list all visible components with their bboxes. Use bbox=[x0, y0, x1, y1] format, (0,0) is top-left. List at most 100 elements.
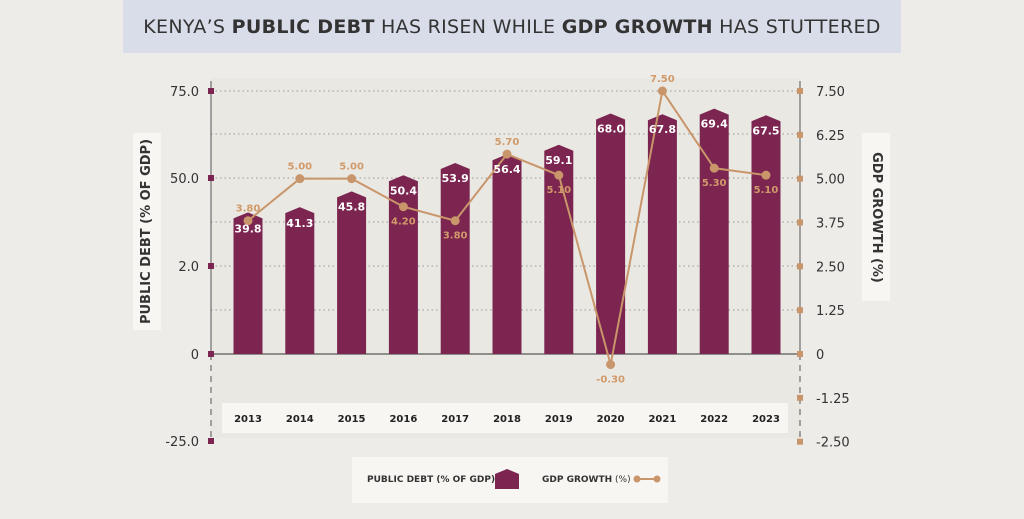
debt-bar bbox=[388, 175, 418, 354]
legend: PUBLIC DEBT (% OF GDP) GDP GROWTH (%) bbox=[352, 457, 668, 503]
debt-bar-label: 50.4 bbox=[390, 184, 417, 197]
gdp-growth-point bbox=[502, 149, 512, 159]
right-tick-marker bbox=[797, 307, 803, 314]
legend-growth-name: GDP GROWTH bbox=[542, 475, 613, 485]
gdp-growth-label: 3.80 bbox=[236, 204, 261, 215]
gdp-growth-label: 5.30 bbox=[702, 178, 727, 189]
gdp-growth-label: 7.50 bbox=[650, 74, 675, 85]
right-tick-marker bbox=[797, 131, 803, 138]
legend-growth-unit: (%) bbox=[612, 475, 631, 485]
left-tick-label: 75.0 bbox=[170, 85, 199, 100]
debt-bar-label: 67.5 bbox=[752, 124, 779, 137]
left-tick-marker bbox=[208, 351, 214, 357]
gdp-growth-label: 5.10 bbox=[754, 185, 779, 196]
x-tick-label: 2014 bbox=[286, 414, 314, 425]
right-tick-label: 7.50 bbox=[816, 85, 845, 100]
x-tick-label: 2022 bbox=[700, 414, 728, 425]
title-part: KENYA’S bbox=[143, 15, 232, 38]
title-part: HAS STUTTERED bbox=[712, 15, 881, 38]
gdp-growth-point bbox=[554, 170, 564, 180]
right-tick-marker bbox=[797, 351, 803, 357]
legend-label-debt: PUBLIC DEBT (% OF GDP) bbox=[367, 475, 496, 485]
right-tick-marker bbox=[797, 219, 803, 226]
debt-bar bbox=[440, 162, 470, 354]
left-tick-label: -25.0 bbox=[165, 435, 199, 450]
left-tick-marker bbox=[208, 175, 214, 181]
title-banner: KENYA’S PUBLIC DEBT HAS RISEN WHILE GDP … bbox=[123, 0, 901, 53]
debt-bar bbox=[596, 113, 626, 355]
left-axis-label-box: PUBLIC DEBT (% OF GDP) bbox=[133, 133, 161, 330]
x-tick-label: 2016 bbox=[389, 414, 417, 425]
x-tick-label: 2018 bbox=[493, 414, 521, 425]
left-tick-label: 50.0 bbox=[170, 172, 199, 187]
debt-bar bbox=[544, 144, 574, 354]
gdp-growth-point bbox=[709, 163, 719, 173]
right-tick-marker bbox=[797, 88, 803, 94]
x-tick-label: 2019 bbox=[545, 414, 573, 425]
gdp-growth-label: 5.70 bbox=[495, 137, 520, 148]
gdp-growth-label: -0.30 bbox=[596, 375, 625, 386]
gdp-growth-point bbox=[347, 174, 357, 184]
x-tick-label: 2021 bbox=[648, 414, 676, 425]
right-tick-label: -2.50 bbox=[816, 436, 850, 451]
right-tick-marker bbox=[797, 394, 803, 401]
legend-line-marker bbox=[633, 475, 661, 483]
gdp-growth-label: 5.10 bbox=[546, 185, 571, 196]
gdp-growth-point bbox=[398, 202, 408, 212]
debt-bar bbox=[751, 115, 781, 354]
debt-bar-label: 67.8 bbox=[649, 123, 676, 136]
debt-bar-label: 41.3 bbox=[286, 217, 313, 230]
x-tick-label: 2023 bbox=[752, 414, 780, 425]
gdp-growth-point bbox=[761, 170, 771, 180]
right-tick-marker bbox=[797, 263, 803, 270]
debt-bar-label: 68.0 bbox=[597, 123, 624, 136]
debt-bar bbox=[492, 154, 522, 354]
debt-bar-label: 53.9 bbox=[442, 172, 469, 185]
title-bold-part: GDP GROWTH bbox=[561, 15, 713, 38]
right-tick-label: 0 bbox=[816, 348, 824, 363]
title-bold-part: PUBLIC DEBT bbox=[231, 15, 375, 38]
right-tick-label: 5.00 bbox=[816, 173, 845, 188]
right-tick-label: -1.25 bbox=[816, 392, 850, 407]
right-tick-label: 1.25 bbox=[816, 304, 845, 319]
right-axis-label-box: GDP GROWTH (%) bbox=[862, 133, 890, 301]
right-tick-marker bbox=[797, 438, 803, 445]
chart-title: KENYA’S PUBLIC DEBT HAS RISEN WHILE GDP … bbox=[143, 16, 880, 38]
debt-bar bbox=[233, 212, 263, 354]
gdp-growth-point bbox=[657, 86, 667, 96]
debt-bar-label: 45.8 bbox=[338, 200, 365, 213]
gdp-growth-point bbox=[295, 174, 305, 184]
debt-bar bbox=[699, 108, 729, 355]
x-tick-label: 2015 bbox=[338, 414, 366, 425]
legend-bar-marker bbox=[495, 469, 519, 489]
right-tick-marker bbox=[797, 175, 803, 182]
debt-bar bbox=[285, 207, 315, 354]
left-tick-label: 2.0 bbox=[178, 260, 199, 275]
left-tick-marker bbox=[208, 88, 214, 94]
debt-bar-label: 69.4 bbox=[701, 118, 728, 131]
right-tick-label: 3.75 bbox=[816, 217, 845, 232]
left-tick-label: 0 bbox=[191, 348, 199, 363]
left-tick-marker bbox=[208, 438, 214, 444]
legend-label-growth: GDP GROWTH (%) bbox=[542, 475, 631, 485]
gdp-growth-label: 3.80 bbox=[443, 231, 468, 242]
left-tick-marker bbox=[208, 263, 214, 269]
gdp-growth-point bbox=[243, 216, 253, 226]
gdp-growth-label: 5.00 bbox=[287, 162, 312, 173]
debt-bar-label: 59.1 bbox=[545, 154, 572, 167]
x-tick-label: 2020 bbox=[597, 414, 625, 425]
gdp-growth-point bbox=[450, 216, 460, 226]
title-part: HAS RISEN WHILE bbox=[374, 15, 562, 38]
x-tick-label: 2017 bbox=[441, 414, 469, 425]
x-tick-label: 2013 bbox=[234, 414, 262, 425]
x-axis-band bbox=[222, 403, 788, 433]
gdp-growth-label: 4.20 bbox=[391, 217, 416, 228]
debt-bar bbox=[647, 114, 677, 354]
debt-bar bbox=[337, 191, 367, 354]
debt-bar-label: 39.8 bbox=[234, 222, 261, 235]
right-tick-label: 6.25 bbox=[816, 129, 845, 144]
right-tick-label: 2.50 bbox=[816, 260, 845, 275]
gdp-growth-point bbox=[606, 360, 616, 370]
debt-bar-label: 56.4 bbox=[493, 163, 520, 176]
